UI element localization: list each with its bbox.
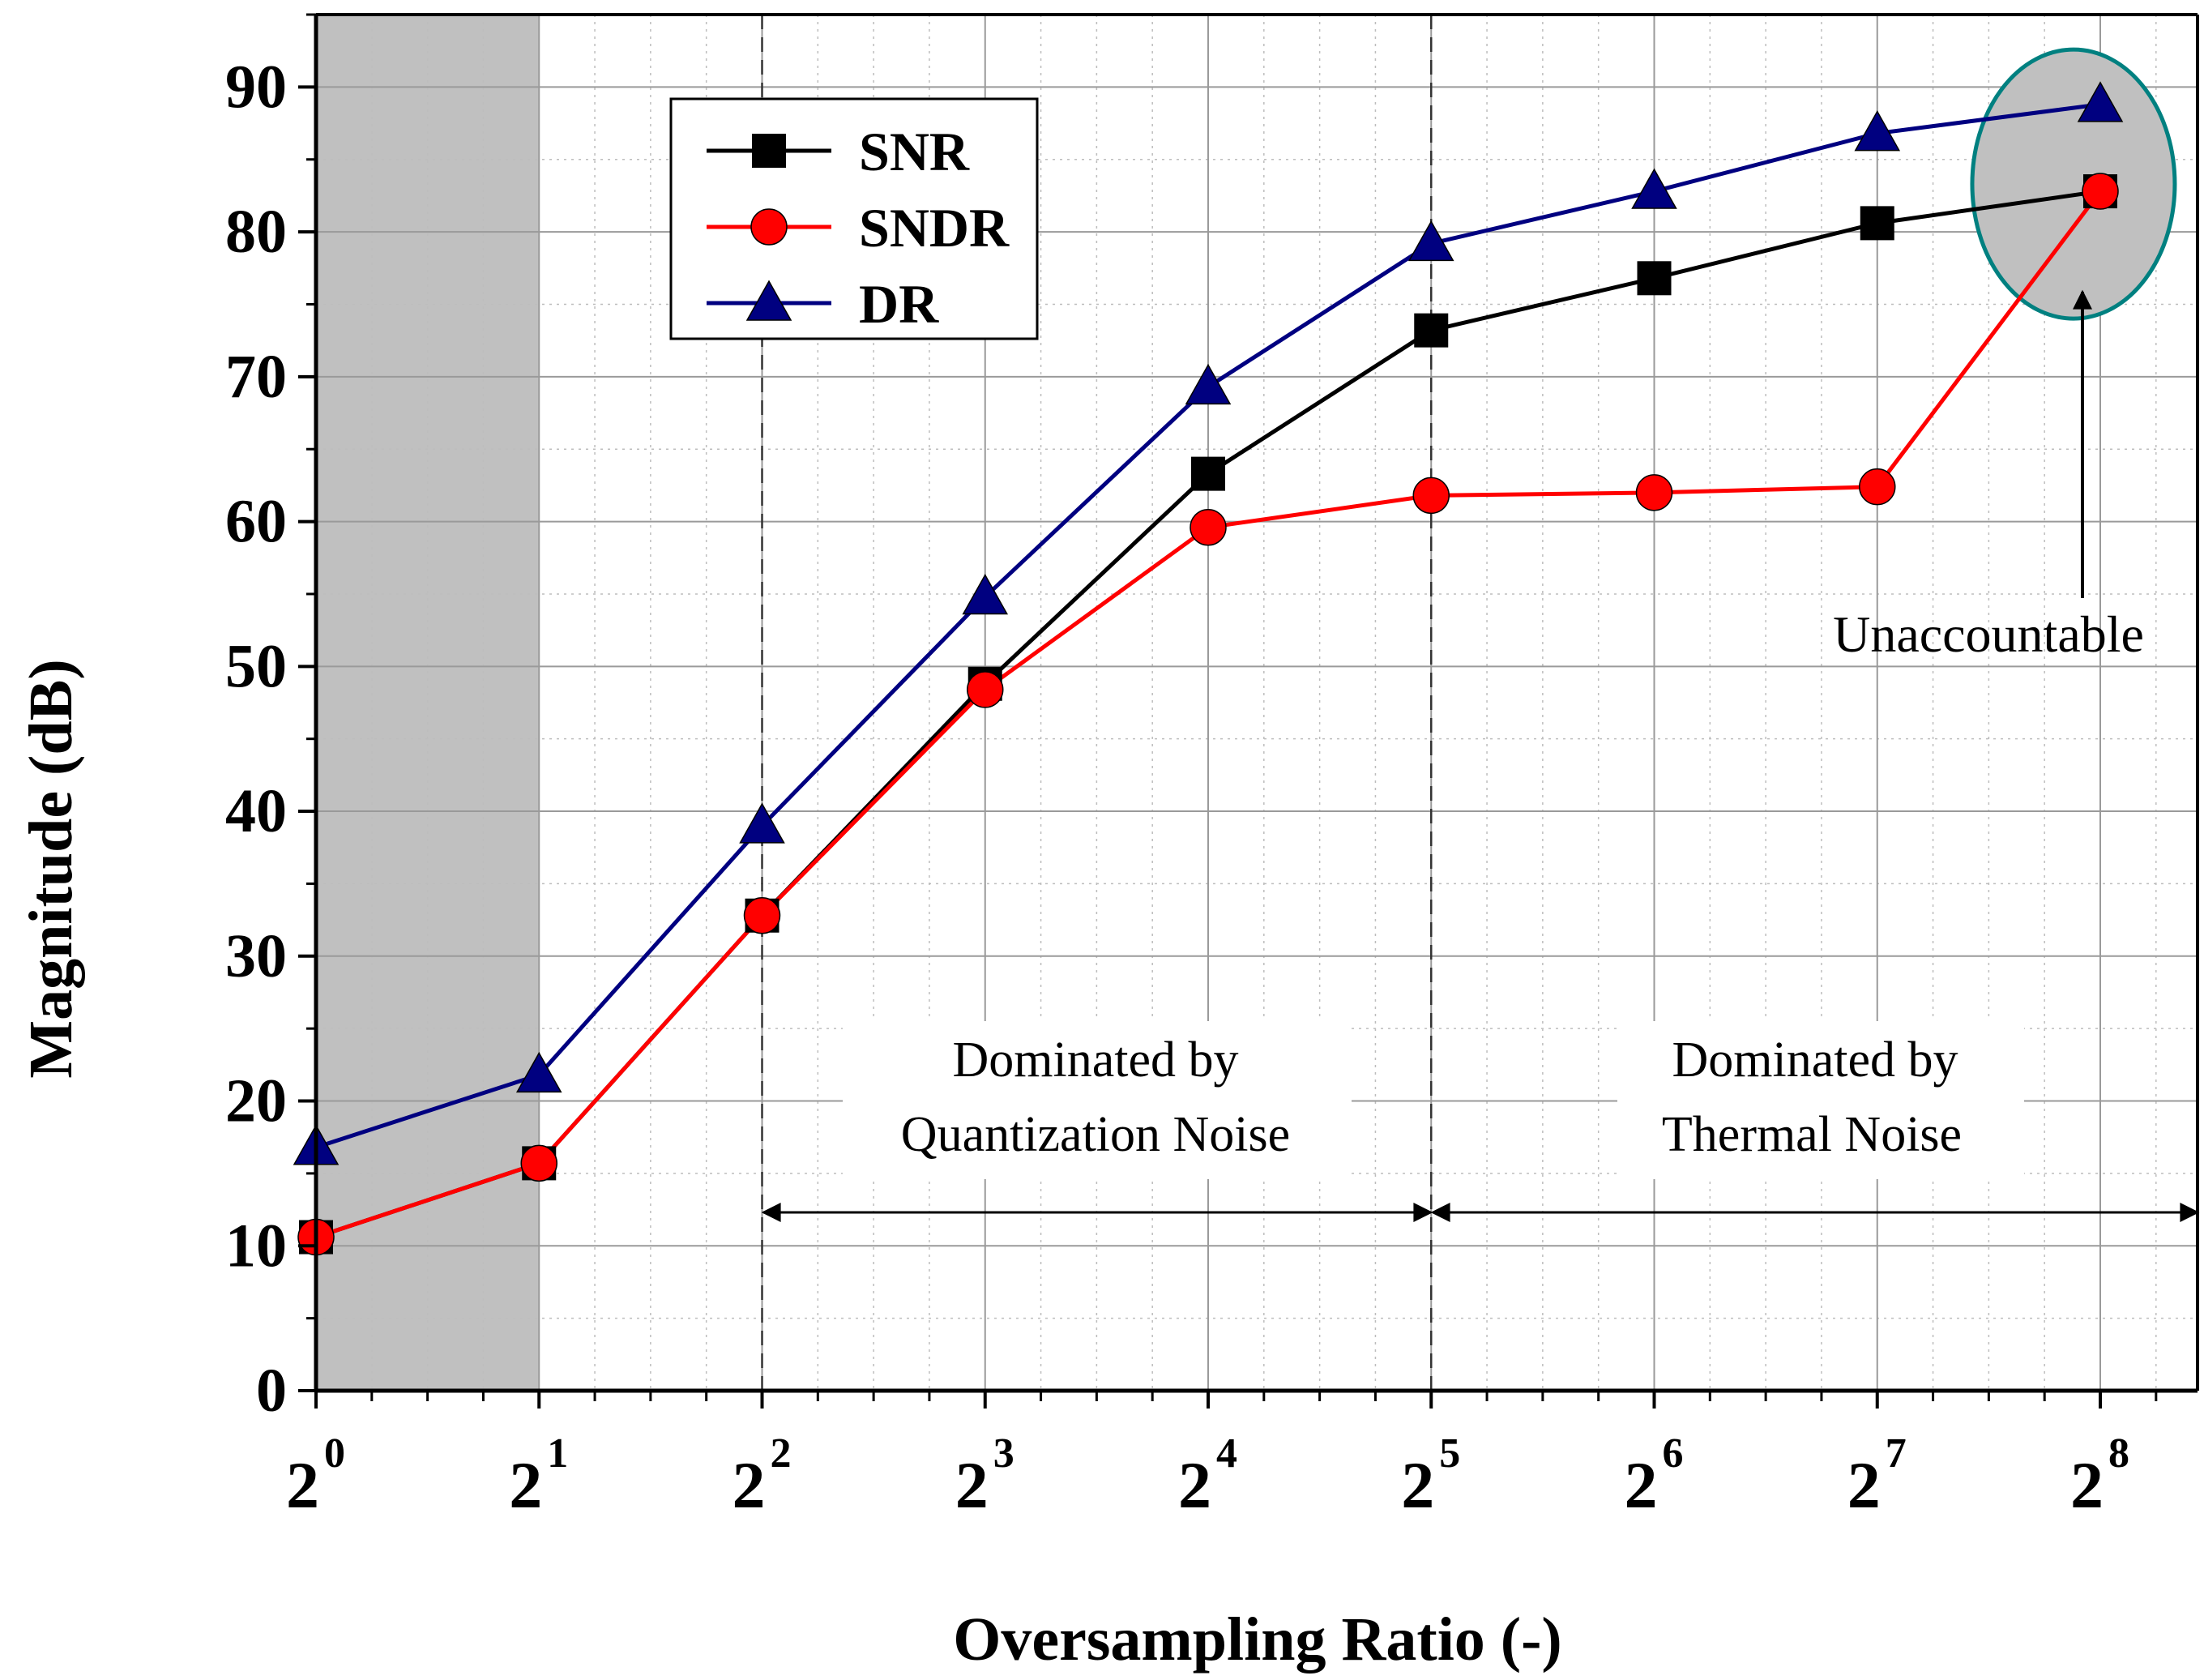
data-point-sndr [1635,474,1673,511]
annotation-thermal-line1: Dominated by [1672,1032,1958,1088]
annotation-quantization: Dominated by Quantization Noise [843,1021,1352,1179]
x-tick-label-base: 2 [1625,1448,1658,1522]
x-tick-label-base: 2 [955,1448,989,1522]
data-point-dr [1407,220,1454,262]
x-tick-label-exponent: 7 [1886,1430,1907,1477]
data-point-dr [515,1051,562,1093]
data-point-dr [1185,363,1232,405]
annotation-thermal: Dominated by Thermal Noise [1617,1021,2024,1179]
legend-label-dr: DR [859,273,939,335]
data-point-sndr [1859,468,1896,506]
x-tick-label-exponent: 5 [1439,1430,1460,1477]
data-point-dr [1854,110,1901,152]
data-point-dr [2077,81,2124,122]
y-tick-label: 90 [225,53,287,121]
annotation-thermal-line2: Thermal Noise [1662,1107,1962,1162]
legend: SNR SNDR DR [669,97,1039,340]
legend-marker-dr [745,280,792,321]
x-tick-label-exponent: 6 [1663,1430,1684,1477]
y-tick-label: 80 [225,198,287,266]
y-tick-label: 10 [225,1212,287,1280]
annotation-unaccountable: Unaccountable [1833,605,2144,663]
data-point-sndr [1190,508,1227,546]
legend-label-sndr: SNDR [859,197,1010,259]
y-tick-label: 30 [225,922,287,990]
data-point-sndr [1412,477,1450,515]
x-tick-label-exponent: 8 [2108,1430,2129,1477]
data-point-snr [1637,261,1672,296]
data-point-sndr [743,896,781,934]
data-point-dr [962,573,1009,615]
annotation-thermal-bg [1617,1021,2024,1179]
data-point-snr [1860,206,1894,241]
y-tick-label: 0 [256,1357,287,1425]
data-point-dr [1631,168,1677,209]
x-tick-label-exponent: 4 [1216,1430,1237,1477]
x-tick-label-exponent: 0 [324,1430,345,1477]
data-point-snr [1191,456,1225,491]
annotation-quantization-bg [843,1021,1352,1179]
data-point-dr [739,802,785,844]
y-tick-label: 60 [225,488,287,556]
y-tick-label: 40 [225,777,287,845]
legend-marker-sndr [750,208,788,246]
y-tick-label: 20 [225,1067,287,1135]
data-point-sndr [2082,173,2119,210]
x-tick-label-exponent: 2 [771,1430,792,1477]
y-tick-label: 70 [225,343,287,411]
data-point-sndr [520,1144,557,1182]
x-tick-label-base: 2 [1847,1448,1881,1522]
x-axis-title: Oversampling Ratio (-) [953,1605,1561,1674]
highlight-ellipse [1970,47,2177,321]
x-tick-label-exponent: 1 [547,1430,568,1477]
annotation-quantization-line1: Dominated by [953,1032,1239,1088]
legend-box [669,97,1039,340]
x-tick-label-base: 2 [2070,1448,2104,1522]
x-tick-label-base: 2 [509,1448,542,1522]
legend-marker-snr [752,134,786,168]
x-tick-label-base: 2 [286,1448,319,1522]
annotation-quantization-line2: Quantization Noise [901,1107,1290,1162]
y-axis-title: Magnitude (dB) [17,659,85,1078]
x-tick-label-exponent: 3 [993,1430,1014,1477]
x-tick-label-base: 2 [733,1448,766,1522]
grid [316,15,2198,1391]
x-tick-label-base: 2 [1401,1448,1434,1522]
y-tick-label: 50 [225,632,287,700]
legend-label-snr: SNR [859,121,970,182]
data-point-snr [1414,313,1449,348]
x-tick-label-base: 2 [1178,1448,1211,1522]
data-point-sndr [967,671,1004,708]
